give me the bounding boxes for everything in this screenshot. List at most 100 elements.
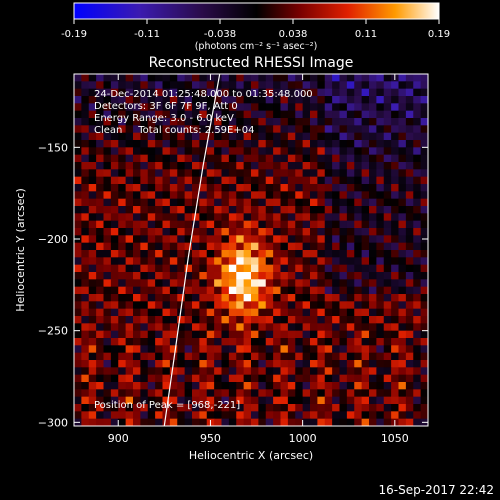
heatmap-cell [413, 411, 422, 420]
heatmap-cell [125, 162, 134, 170]
heatmap-cell [169, 176, 178, 185]
heatmap-cell [324, 132, 333, 141]
heatmap-cell [383, 184, 392, 192]
heatmap-cell [376, 81, 385, 90]
heatmap-cell [118, 220, 127, 229]
heatmap-cell [376, 294, 385, 302]
heatmap-cell [110, 220, 119, 229]
heatmap-cell [280, 88, 289, 97]
heatmap-cell [258, 367, 267, 376]
heatmap-cell [280, 316, 289, 324]
heatmap-cell [295, 198, 304, 207]
heatmap-cell [103, 132, 112, 141]
heatmap-cell [413, 147, 422, 156]
heatmap-cell [221, 132, 230, 141]
heatmap-cell [184, 169, 193, 178]
heatmap-cell [398, 301, 407, 310]
heatmap-cell [332, 220, 340, 229]
heatmap-cell [206, 176, 215, 185]
heatmap-cell [169, 411, 178, 420]
heatmap-cell [236, 301, 245, 310]
heatmap-cell [155, 110, 163, 119]
heatmap-cell [110, 286, 119, 295]
heatmap-cell [177, 396, 186, 405]
heatmap-cell [110, 279, 119, 288]
heatmap-cell [88, 389, 97, 398]
heatmap-cell [236, 81, 245, 90]
heatmap-cell [354, 360, 363, 368]
heatmap-cell [287, 345, 296, 354]
heatmap-cell [302, 169, 311, 178]
heatmap-cell [346, 235, 355, 244]
heatmap-cell [243, 279, 252, 288]
heatmap-cell [177, 213, 186, 222]
heatmap-cell [206, 374, 215, 383]
heatmap-cell [221, 191, 230, 200]
colorbar-tick-label: -0.11 [134, 29, 160, 40]
heatmap-cell [354, 250, 363, 258]
heatmap-cell [147, 228, 156, 236]
heatmap-cell [214, 294, 222, 302]
heatmap-cell [317, 338, 326, 346]
heatmap-cell [81, 389, 90, 398]
heatmap-cell [273, 220, 281, 229]
heatmap-cell [184, 220, 193, 229]
heatmap-cell [140, 125, 149, 134]
heatmap-cell [177, 191, 186, 200]
heatmap-cell [125, 301, 134, 310]
heatmap-cell [214, 250, 222, 258]
heatmap-cell [206, 264, 215, 273]
heatmap-cell [192, 140, 200, 148]
heatmap-cell [118, 294, 127, 302]
heatmap-cell [162, 338, 171, 346]
heatmap-cell [162, 294, 171, 302]
heatmap-cell [236, 103, 245, 112]
heatmap-cell [81, 176, 90, 185]
heatmap-cell [228, 279, 237, 288]
heatmap-cell [413, 396, 422, 405]
heatmap-cell [96, 213, 104, 222]
heatmap-cell [133, 242, 141, 251]
heatmap-cell [258, 316, 267, 324]
heatmap-cell [354, 228, 363, 236]
heatmap-cell [295, 132, 304, 141]
heatmap-cell [169, 169, 178, 178]
heatmap-cell [110, 96, 119, 104]
heatmap-cell [140, 96, 149, 104]
heatmap-cell [236, 198, 245, 207]
heatmap-cell [295, 360, 304, 368]
heatmap-cell [177, 125, 186, 134]
heatmap-cell [369, 88, 377, 97]
heatmap-cell [332, 323, 340, 332]
heatmap-cell [140, 389, 149, 398]
heatmap-cell [376, 228, 385, 236]
heatmap-cell [214, 382, 222, 390]
heatmap-cell [280, 118, 289, 126]
heatmap-cell [398, 360, 407, 368]
heatmap-cell [169, 382, 178, 390]
heatmap-cell [398, 272, 407, 280]
heatmap-cell [302, 103, 311, 112]
heatmap-cell [118, 162, 127, 170]
heatmap-cell [96, 228, 104, 236]
heatmap-cell [155, 374, 163, 383]
heatmap-cell [110, 147, 119, 156]
heatmap-cell [147, 294, 156, 302]
heatmap-cell [273, 352, 281, 361]
heatmap-cell [324, 411, 333, 420]
heatmap-cell [405, 132, 414, 141]
heatmap-cell [228, 418, 237, 426]
heatmap-cell [177, 382, 186, 390]
heatmap-cell [310, 257, 318, 266]
heatmap-cell [369, 132, 377, 141]
heatmap-cell [398, 125, 407, 134]
heatmap-cell [287, 96, 296, 104]
heatmap-cell [361, 323, 370, 332]
heatmap-cell [324, 235, 333, 244]
heatmap-cell [243, 162, 252, 170]
heatmap-cell [280, 286, 289, 295]
heatmap-cell [81, 338, 90, 346]
heatmap-cell [258, 74, 267, 82]
heatmap-cell [251, 169, 259, 178]
heatmap-cell [420, 176, 428, 185]
